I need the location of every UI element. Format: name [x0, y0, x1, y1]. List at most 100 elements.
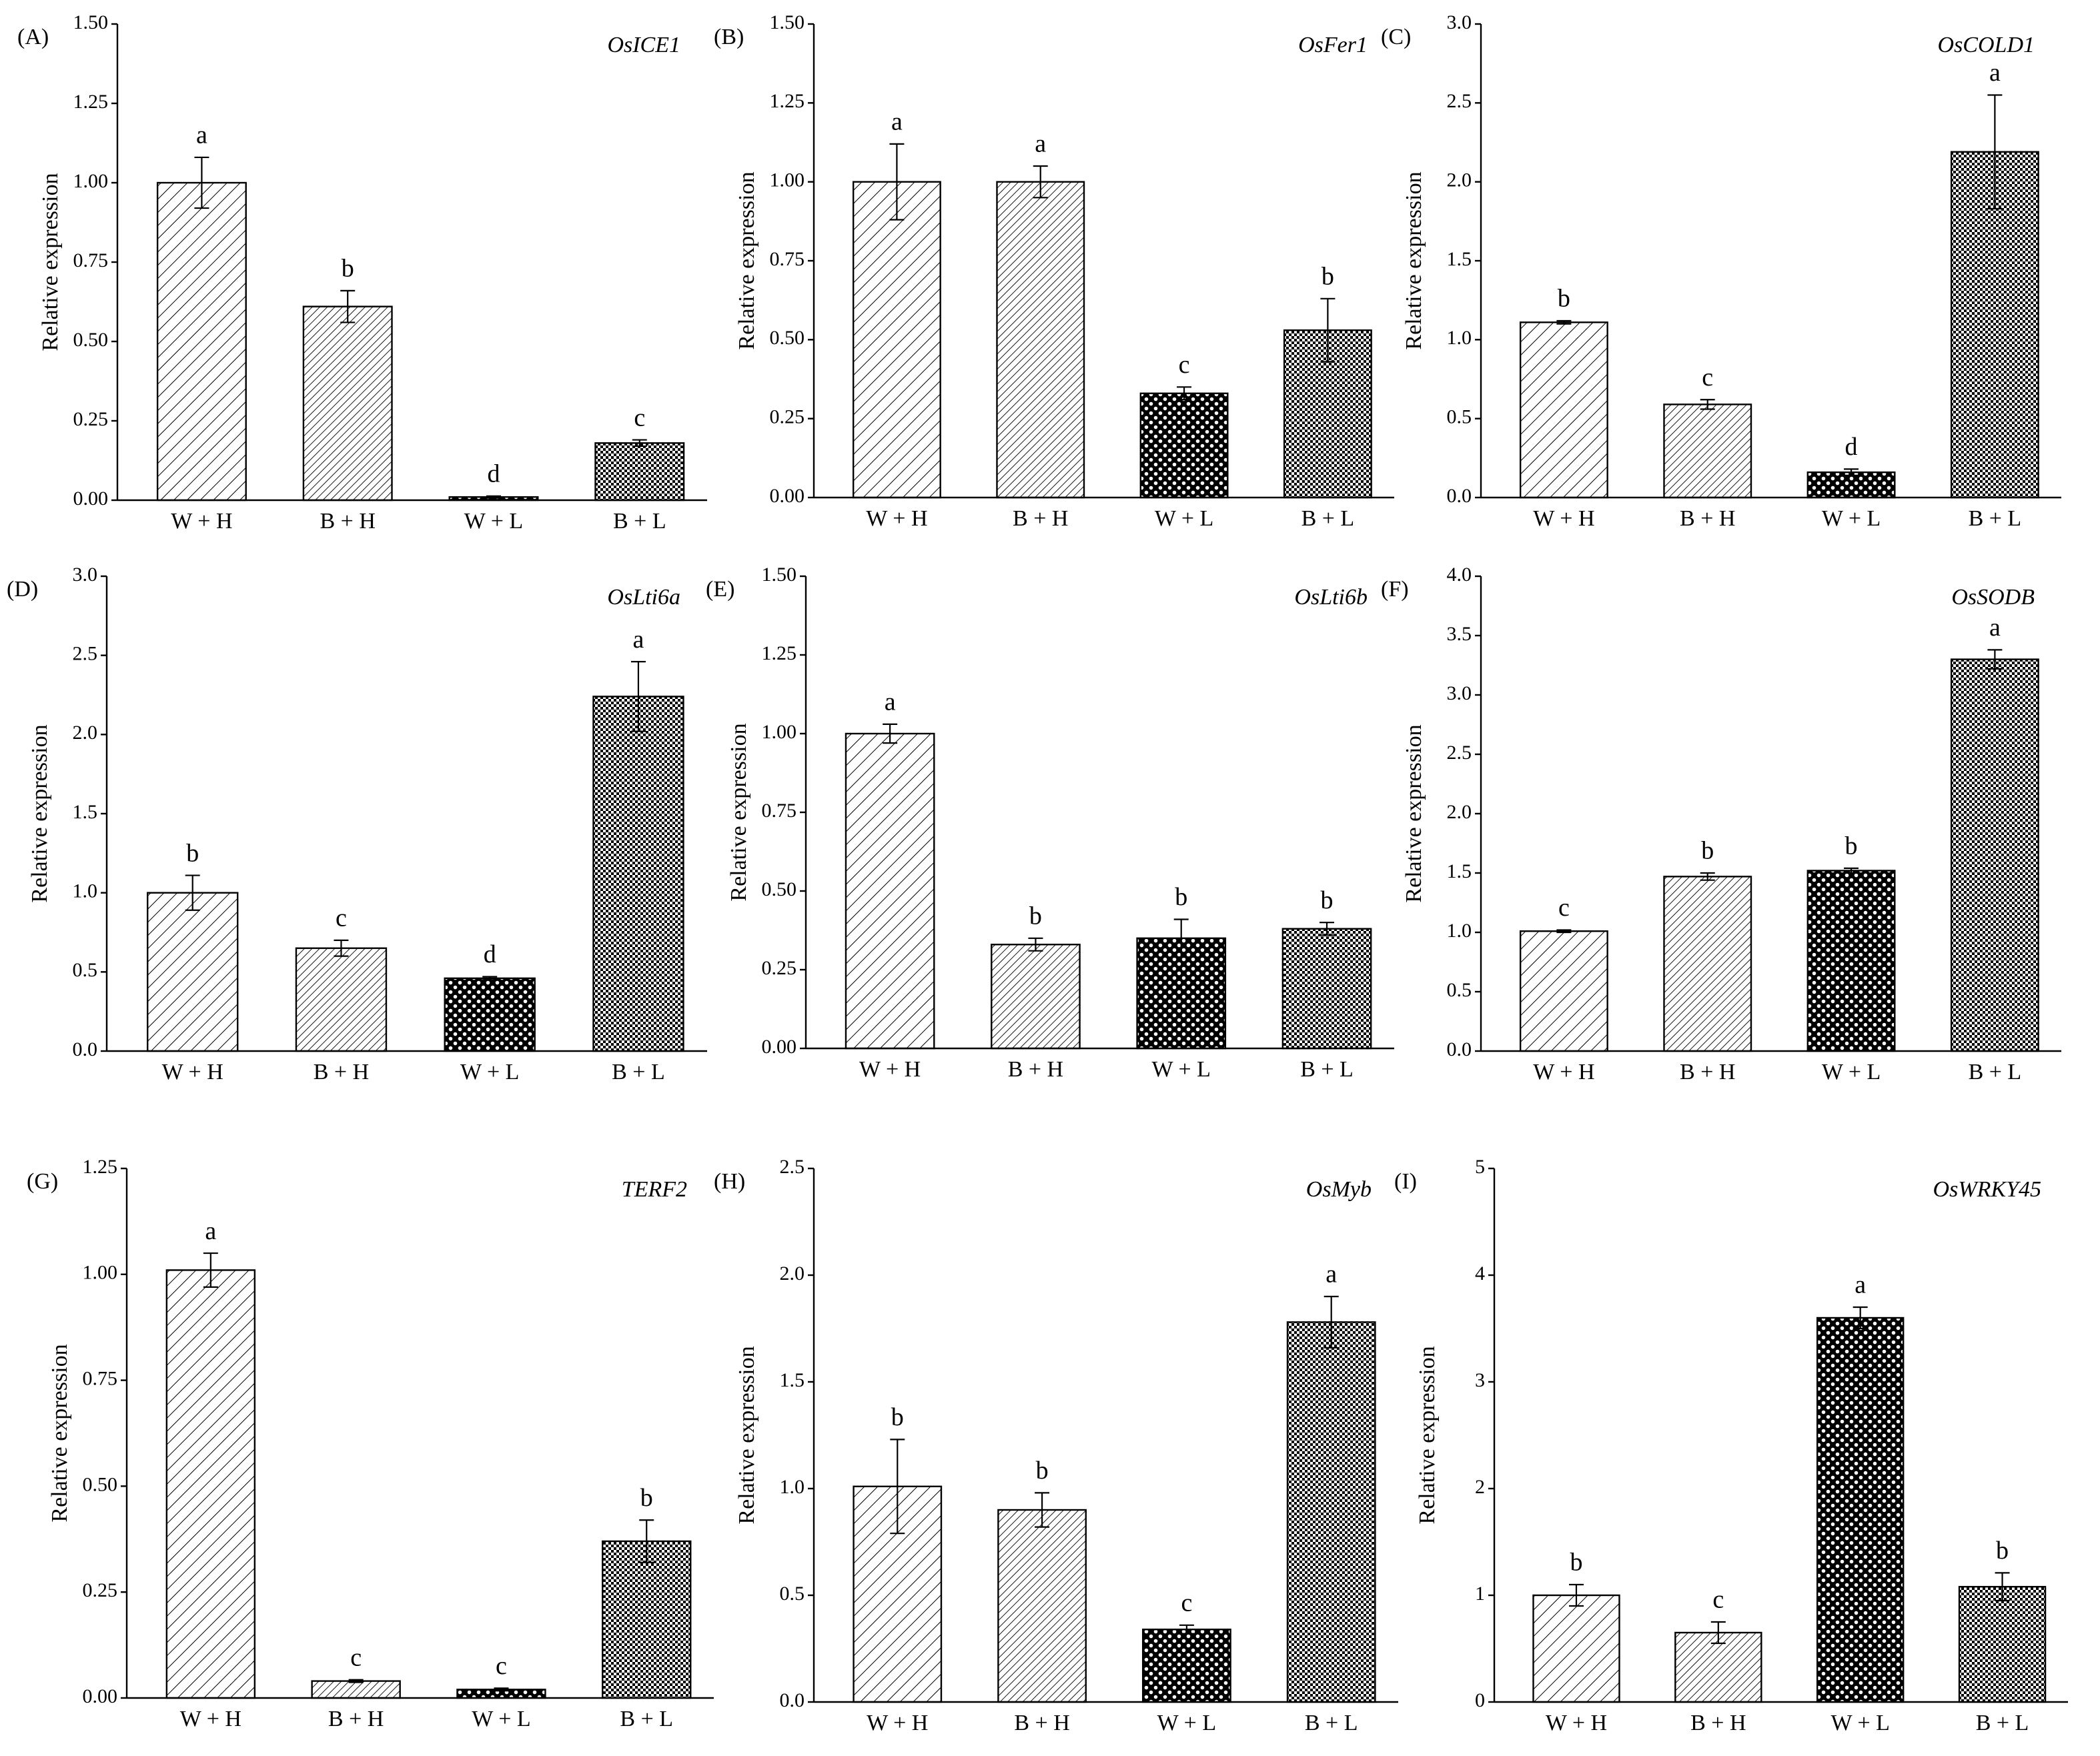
significance-letter: a [1326, 1260, 1337, 1288]
panel-h: (H) OsMyb Relative expression b W + H b B + H c… [714, 1156, 1398, 1735]
y-tick-label: 2.0 [780, 1262, 805, 1284]
x-tick-label: W + H [867, 1711, 928, 1735]
chart-title: OsFer1 [1298, 33, 1368, 57]
x-tick-label: W + H [162, 1060, 223, 1084]
significance-letter: b [342, 255, 354, 283]
x-tick-label: B + L [612, 1060, 665, 1084]
y-tick-label: 1.00 [83, 1262, 118, 1284]
x-tick-label: B + L [1301, 506, 1355, 531]
bar [1806, 471, 1896, 499]
panel-label: (I) [1394, 1169, 1417, 1194]
x-tick-label: W + H [171, 509, 232, 534]
significance-letter: c [1702, 363, 1713, 391]
bar [852, 181, 941, 499]
bar [1816, 1316, 1905, 1703]
x-tick-label: B + L [1969, 506, 2022, 531]
bar [1139, 392, 1229, 499]
y-tick-label: 0.50 [73, 329, 109, 351]
y-tick-label: 1.5 [73, 801, 98, 823]
y-axis-label: Relative expression [38, 173, 63, 351]
bar [1286, 1321, 1376, 1703]
bar [156, 181, 247, 502]
bar [311, 1680, 401, 1699]
x-tick-label: B + H [1690, 1711, 1746, 1735]
y-tick-label: 3.0 [73, 564, 98, 586]
significance-letter: c [1712, 1586, 1724, 1614]
y-axis-label: Relative expression [1402, 724, 1426, 902]
x-tick-label: W + L [1822, 1060, 1881, 1084]
panel-label: (G) [27, 1169, 58, 1194]
y-tick-label: 3.0 [1447, 11, 1472, 33]
y-tick-label: 0.25 [770, 406, 805, 428]
panel-label: (H) [714, 1169, 745, 1194]
chart-title: OsICE1 [607, 33, 680, 57]
y-tick-label: 2.5 [73, 643, 98, 665]
significance-letter: b [186, 839, 199, 867]
y-tick-label: 1.0 [1447, 920, 1472, 942]
x-tick-label: W + H [1546, 1711, 1607, 1735]
bar [302, 305, 393, 502]
y-tick-label: 0.25 [73, 408, 109, 430]
bar [1663, 403, 1752, 499]
significance-letter: b [1845, 832, 1858, 860]
bar [1519, 321, 1608, 499]
chart-title: OsSODB [1951, 585, 2035, 610]
y-tick-label: 2.5 [1447, 90, 1472, 112]
y-tick-label: 1.5 [780, 1369, 805, 1391]
significance-letter: c [634, 403, 645, 431]
x-tick-label: B + L [1300, 1057, 1354, 1082]
significance-letter: b [1321, 886, 1334, 914]
y-tick-label: 0.25 [762, 957, 797, 979]
y-tick-label: 1.0 [1447, 327, 1472, 349]
x-tick-label: W + L [464, 509, 523, 534]
significance-letter: a [196, 121, 207, 149]
y-tick-label: 0.75 [770, 248, 805, 270]
panel-d: (D) OsLti6a Relative expression b W + H c B + … [7, 564, 707, 1084]
y-tick-label: 0.5 [1447, 979, 1472, 1001]
x-tick-label: W + H [1533, 506, 1594, 531]
chart-title: OsWRKY45 [1933, 1177, 2041, 1202]
panel-label: (D) [7, 577, 38, 602]
significance-letter: b [1029, 902, 1042, 930]
panel-a: (A) OsICE1 Relative expression a W + H b B + H… [17, 11, 707, 534]
significance-letter: b [1175, 883, 1187, 911]
y-tick-label: 2 [1475, 1476, 1485, 1498]
y-tick-label: 3 [1475, 1369, 1485, 1391]
y-tick-label: 0.00 [770, 485, 805, 507]
x-tick-label: B + L [1976, 1711, 2029, 1735]
panel-g: (G) TERF2 Relative expression a W + H c B + H c… [27, 1156, 714, 1731]
chart-title: TERF2 [622, 1177, 687, 1202]
x-tick-label: W + H [180, 1707, 241, 1731]
x-tick-label: W + L [1822, 506, 1881, 531]
panel-label: (C) [1381, 25, 1411, 49]
y-tick-label: 0 [1475, 1689, 1485, 1711]
bar [1532, 1594, 1620, 1703]
bar [991, 944, 1081, 1050]
significance-letter: a [205, 1217, 216, 1245]
bar [295, 947, 388, 1052]
bar [845, 732, 935, 1050]
x-tick-label: B + H [1013, 506, 1068, 531]
y-tick-label: 1.00 [73, 170, 109, 192]
x-tick-label: B + L [1305, 1711, 1358, 1735]
bar [1663, 876, 1752, 1052]
y-tick-label: 0.75 [73, 249, 109, 271]
y-tick-label: 4 [1475, 1262, 1485, 1284]
panel-f: (F) OsSODB Relative expression c W + H b B + H… [1381, 564, 2061, 1084]
y-tick-label: 0.50 [83, 1473, 118, 1495]
x-tick-label: B + H [320, 509, 375, 534]
y-tick-label: 1.50 [73, 11, 109, 33]
x-tick-label: W + L [1155, 506, 1213, 531]
y-tick-label: 1.00 [762, 721, 797, 743]
significance-letter: b [1701, 837, 1714, 865]
y-tick-label: 0.00 [762, 1036, 797, 1058]
y-tick-label: 0.00 [83, 1685, 118, 1707]
significance-letter: b [891, 1403, 904, 1431]
y-axis-label: Relative expression [726, 723, 751, 901]
y-tick-label: 1 [1475, 1583, 1485, 1605]
chart-title: OsMyb [1306, 1177, 1372, 1202]
significance-letter: c [496, 1652, 507, 1680]
x-tick-label: W + L [1152, 1057, 1211, 1082]
x-tick-label: W + L [460, 1060, 519, 1084]
y-tick-label: 2.0 [73, 722, 98, 744]
